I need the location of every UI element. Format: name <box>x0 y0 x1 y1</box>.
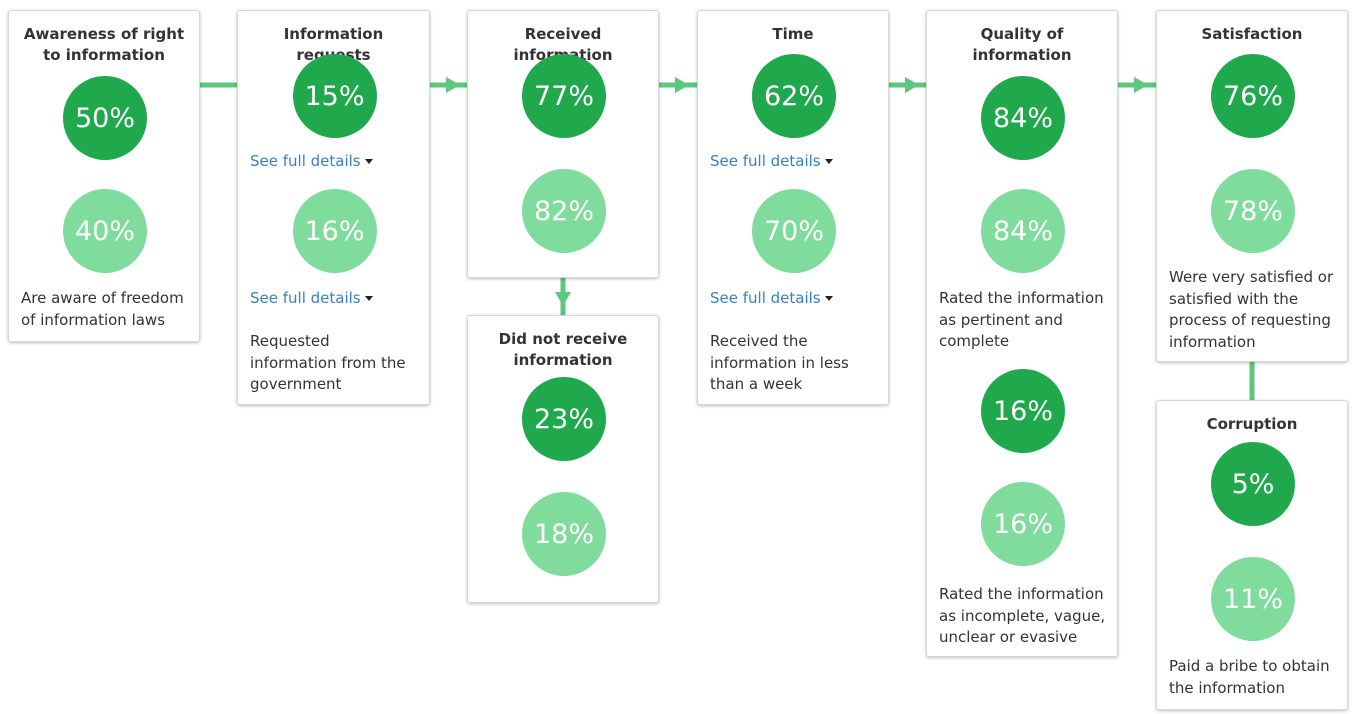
description: Paid a bribe to obtain the information <box>1169 657 1330 697</box>
description: Rated the information as pertinent and c… <box>939 289 1104 350</box>
arrow <box>905 77 919 93</box>
card: Information requests15%See full details1… <box>237 10 430 405</box>
percent-circle: 5% <box>1211 442 1295 526</box>
description: Requested information from the governmen… <box>250 332 406 393</box>
description: Are aware of freedom of information laws <box>21 289 184 329</box>
link-text[interactable]: See full details <box>250 289 361 307</box>
details-link[interactable]: See full details <box>710 152 833 170</box>
percent-circle: 16% <box>292 189 377 273</box>
card: Quality of information 84% 84% Rated the in… <box>926 10 1118 657</box>
percent-circle: 70% <box>752 189 836 273</box>
caret[interactable] <box>364 159 373 164</box>
percent-circle: 77% <box>522 54 606 138</box>
description: Rated the information as incomplete, vag… <box>939 585 1106 646</box>
percent-circle: 82% <box>522 169 606 253</box>
card: Time 62% See full details 70% See full detai… <box>697 10 889 405</box>
caret[interactable] <box>824 296 833 301</box>
arrow <box>555 292 571 306</box>
percent-circle: 23% <box>522 377 606 461</box>
percent-circle: 50% <box>63 76 147 160</box>
percent-circle: 16% <box>981 369 1065 453</box>
card: Received information77%82% <box>467 10 659 278</box>
percent-circle: 62% <box>752 54 836 138</box>
arrow <box>1134 77 1148 93</box>
link-text[interactable]: See full details <box>710 289 821 307</box>
caret[interactable] <box>364 296 373 301</box>
card: Corruption 5% 11% Paid a bribe to obtain th… <box>1156 400 1348 710</box>
card: Awareness of right to information 50% 40% A… <box>8 10 200 342</box>
description: Received the information in less than a … <box>710 332 849 393</box>
percent-circle: 40% <box>63 189 147 273</box>
percent-circle: 78% <box>1211 169 1295 253</box>
percent-circle: 11% <box>1211 557 1295 641</box>
card-title: Awareness of right to information <box>23 25 185 64</box>
link-text[interactable]: See full details <box>250 152 361 170</box>
card: Satisfaction 76% 78% Were very satisfied or… <box>1156 10 1348 362</box>
percent-circle: 15% <box>292 54 377 138</box>
percent-circle: 76% <box>1211 54 1295 138</box>
details-link[interactable]: See full details <box>250 289 373 307</box>
percent-circle: 16% <box>981 482 1065 566</box>
arrow <box>446 77 460 93</box>
card-title: Time <box>772 25 814 43</box>
card-title: Did not receive information <box>498 330 628 369</box>
percent-circle: 18% <box>522 492 606 576</box>
card-title: Corruption <box>1206 415 1298 433</box>
arrow <box>675 77 689 93</box>
link-text[interactable]: See full details <box>710 152 821 170</box>
card-title: Satisfaction <box>1201 25 1303 43</box>
description: Were very satisfied or satisfied with th… <box>1169 268 1334 351</box>
caret[interactable] <box>824 159 833 164</box>
card-title: Quality of information <box>972 25 1072 64</box>
card: Did not receive information 23% 18% <box>467 315 659 603</box>
percent-circle: 84% <box>981 76 1065 160</box>
details-link[interactable]: See full details <box>710 289 833 307</box>
details-link[interactable]: See full details <box>250 152 373 170</box>
percent-circle: 84% <box>981 189 1065 273</box>
